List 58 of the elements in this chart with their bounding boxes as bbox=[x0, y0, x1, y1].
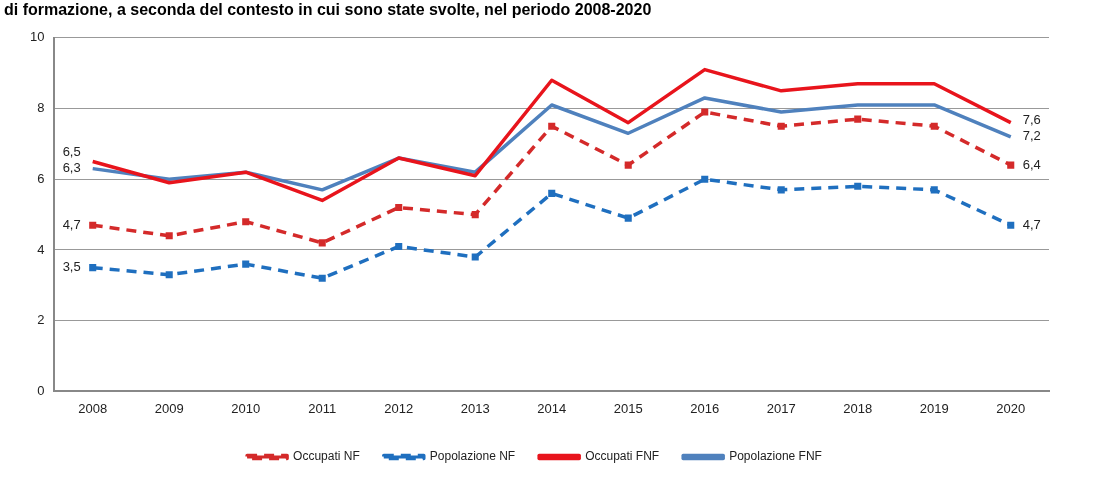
point bbox=[165, 232, 173, 240]
data-label: 7,2 bbox=[1022, 128, 1041, 144]
x-tick-label: 2019 bbox=[919, 400, 949, 416]
legend-label: Occupati FNF bbox=[585, 449, 660, 464]
chart-title: di formazione, a seconda del contesto in cui sono state svolte, nel periodo 2008-2020 bbox=[3, 0, 653, 20]
point bbox=[318, 239, 326, 247]
point bbox=[471, 211, 479, 219]
data-label: 6,5 bbox=[62, 144, 81, 160]
y-tick-label: 8 bbox=[37, 100, 45, 116]
point bbox=[1007, 221, 1015, 229]
x-tick-label: 2018 bbox=[843, 400, 873, 416]
point bbox=[318, 274, 326, 282]
point bbox=[930, 186, 938, 194]
legend-label: Popolazione NF bbox=[429, 449, 516, 464]
x-tick-label: 2014 bbox=[537, 400, 567, 416]
point bbox=[930, 122, 938, 130]
data-label: 6,4 bbox=[1022, 156, 1041, 172]
data-label: 4,7 bbox=[62, 216, 81, 232]
point bbox=[548, 189, 556, 197]
x-tick-label: 2020 bbox=[996, 400, 1026, 416]
point bbox=[854, 182, 862, 190]
x-tick-label: 2015 bbox=[613, 400, 643, 416]
x-tick-label: 2012 bbox=[384, 400, 414, 416]
point bbox=[777, 122, 785, 130]
point bbox=[854, 115, 862, 123]
point bbox=[701, 108, 709, 116]
point bbox=[395, 242, 403, 250]
point bbox=[89, 264, 97, 272]
point bbox=[242, 218, 250, 226]
point bbox=[89, 221, 97, 229]
legend-label: Occupati NF bbox=[293, 449, 360, 464]
point bbox=[395, 203, 403, 212]
y-tick-label: 4 bbox=[37, 241, 45, 257]
data-label: 3,5 bbox=[62, 259, 81, 275]
point bbox=[471, 253, 479, 261]
x-tick-label: 2013 bbox=[460, 400, 490, 416]
point bbox=[624, 214, 632, 222]
point bbox=[701, 175, 709, 183]
x-tick-label: 2009 bbox=[154, 400, 184, 416]
point bbox=[242, 260, 250, 268]
point bbox=[1007, 161, 1015, 169]
point bbox=[777, 186, 785, 194]
x-tick-label: 2011 bbox=[308, 400, 337, 416]
x-tick-label: 2010 bbox=[231, 400, 261, 416]
x-tick-label: 2016 bbox=[690, 400, 720, 416]
x-tick-label: 2008 bbox=[78, 400, 108, 416]
data-label: 7,6 bbox=[1022, 112, 1041, 128]
x-tick-label: 2017 bbox=[766, 400, 796, 416]
data-label: 6,3 bbox=[62, 160, 81, 176]
data-label: 4,7 bbox=[1022, 216, 1041, 232]
point bbox=[548, 122, 556, 130]
point bbox=[165, 271, 173, 279]
y-tick-label: 10 bbox=[29, 29, 45, 45]
point bbox=[624, 161, 632, 169]
y-tick-label: 0 bbox=[37, 382, 45, 398]
legend-label: Popolazione FNF bbox=[729, 449, 822, 464]
y-tick-label: 6 bbox=[37, 170, 45, 186]
y-tick-label: 2 bbox=[37, 312, 45, 328]
